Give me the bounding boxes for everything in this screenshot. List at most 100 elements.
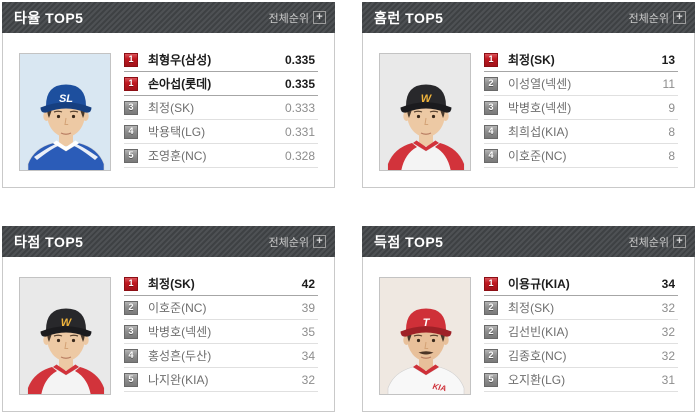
player-photo[interactable]: W — [19, 277, 111, 395]
stat-value: 42 — [301, 276, 315, 291]
panel-header: 타점 TOP5 전체순위 + — [2, 226, 335, 257]
stat-value: 32 — [301, 372, 315, 387]
ranking-row: 2 김종호(NC) 32 — [484, 344, 678, 368]
ranking-list: 1 최정(SK) 42 2 이호준(NC) 39 3 박병호(넥센) 35 4 홍성흔(두산) 34 5… — [124, 272, 318, 411]
stat-value: 8 — [668, 148, 675, 163]
rank-badge: 2 — [124, 300, 138, 315]
stat-value: 0.331 — [284, 124, 315, 139]
player-photo[interactable]: T KIA — [379, 277, 471, 395]
panel-home-runs: 홈런 TOP5 전체순위 + W 1 최정(SK — [362, 2, 695, 188]
rank-badge: 2 — [484, 348, 498, 363]
stat-value: 34 — [301, 348, 315, 363]
ranking-row: 1 최정(SK) 13 — [484, 48, 678, 72]
player-name-link[interactable]: 최희섭(KIA) — [508, 125, 569, 139]
all-rankings-label: 전체순위 — [268, 236, 309, 249]
player-name-link[interactable]: 조영훈(NC) — [148, 149, 207, 163]
rank-badge: 1 — [484, 276, 498, 291]
ranking-row: 1 최정(SK) 42 — [124, 272, 318, 296]
ranking-list: 1 최형우(삼성) 0.335 1 손아섭(롯데) 0.335 3 최정(SK) 0.333 4 박… — [124, 48, 318, 187]
player-name-link[interactable]: 최정(SK) — [508, 301, 555, 315]
rank-badge: 2 — [484, 300, 498, 315]
panel-header: 득점 TOP5 전체순위 + — [362, 226, 695, 257]
stat-value: 11 — [662, 76, 675, 91]
plus-icon: + — [313, 235, 326, 248]
player-name-link[interactable]: 이호준(NC) — [508, 149, 567, 163]
rank-badge: 5 — [124, 372, 138, 387]
ranking-row: 2 이호준(NC) 39 — [124, 296, 318, 320]
all-rankings-link[interactable]: 전체순위 + — [269, 234, 326, 250]
player-photo[interactable]: W — [379, 53, 471, 171]
all-rankings-link[interactable]: 전체순위 + — [629, 234, 686, 250]
rank-badge: 5 — [484, 372, 498, 387]
all-rankings-label: 전체순위 — [628, 236, 669, 249]
ranking-row: 1 이용규(KIA) 34 — [484, 272, 678, 296]
stat-value: 0.328 — [284, 148, 315, 163]
stat-value: 35 — [301, 324, 315, 339]
panel-body: T KIA 1 이용규(KIA) 34 2 최정(SK) 32 2 김선빈(KIA) 32 2 김종… — [362, 257, 695, 412]
stat-value: 9 — [668, 100, 675, 115]
player-photo-illustration: W — [380, 54, 470, 170]
svg-text:W: W — [61, 317, 73, 329]
all-rankings-label: 전체순위 — [268, 12, 309, 25]
ranking-row: 1 손아섭(롯데) 0.335 — [124, 72, 318, 96]
ranking-list: 1 최정(SK) 13 2 이성열(넥센) 11 3 박병호(넥센) 9 4 최희섭(KIA) 8 4 이… — [484, 48, 678, 187]
panel-rbi: 타점 TOP5 전체순위 + W 1 최정(SK — [2, 226, 335, 412]
panel-title: 타율 TOP5 — [14, 9, 84, 26]
player-name-link[interactable]: 최정(SK) — [148, 101, 195, 115]
all-rankings-label: 전체순위 — [628, 12, 669, 25]
player-name-link[interactable]: 최정(SK) — [148, 277, 195, 291]
all-rankings-link[interactable]: 전체순위 + — [629, 10, 686, 26]
stat-value: 39 — [301, 300, 315, 315]
rank-badge: 4 — [484, 148, 498, 163]
player-name-link[interactable]: 오지환(LG) — [508, 373, 566, 387]
rank-badge: 5 — [124, 148, 138, 163]
ranking-list: 1 이용규(KIA) 34 2 최정(SK) 32 2 김선빈(KIA) 32 2 김종호(NC) 3… — [484, 272, 678, 411]
plus-icon: + — [673, 235, 686, 248]
panel-runs-scored: 득점 TOP5 전체순위 + T KIA 1 이용 — [362, 226, 695, 412]
player-name-link[interactable]: 박병호(넥센) — [148, 325, 212, 339]
panel-header: 타율 TOP5 전체순위 + — [2, 2, 335, 33]
player-name-link[interactable]: 김선빈(KIA) — [508, 325, 569, 339]
player-name-link[interactable]: 홍성흔(두산) — [148, 349, 212, 363]
rank-badge: 4 — [484, 124, 498, 139]
player-name-link[interactable]: 이호준(NC) — [148, 301, 207, 315]
player-name-link[interactable]: 박용택(LG) — [148, 125, 206, 139]
rank-badge: 4 — [124, 124, 138, 139]
player-name-link[interactable]: 나지완(KIA) — [148, 373, 209, 387]
rank-badge: 2 — [484, 76, 498, 91]
rank-badge: 1 — [484, 52, 498, 67]
player-name-link[interactable]: 김종호(NC) — [508, 349, 567, 363]
svg-text:SL: SL — [59, 93, 73, 105]
player-name-link[interactable]: 손아섭(롯데) — [148, 77, 212, 91]
player-photo[interactable]: SL — [19, 53, 111, 171]
player-name-link[interactable]: 이용규(KIA) — [508, 277, 570, 291]
player-name-link[interactable]: 최정(SK) — [508, 53, 555, 67]
panel-title: 홈런 TOP5 — [374, 9, 444, 26]
player-name-link[interactable]: 박병호(넥센) — [508, 101, 572, 115]
player-photo-illustration: SL — [20, 54, 110, 170]
ranking-row: 5 오지환(LG) 31 — [484, 368, 678, 392]
player-photo-illustration: T KIA — [380, 278, 470, 394]
panel-body: W 1 최정(SK) 42 2 이호준(NC) 39 3 박병호(넥센) 35 4 홍성흔(두산) 3… — [2, 257, 335, 412]
ranking-row: 4 홍성흔(두산) 34 — [124, 344, 318, 368]
stat-value: 32 — [661, 300, 675, 315]
rank-badge: 1 — [124, 76, 138, 91]
svg-text:W: W — [421, 93, 433, 105]
ranking-row: 3 박병호(넥센) 35 — [124, 320, 318, 344]
player-name-link[interactable]: 최형우(삼성) — [148, 53, 212, 67]
all-rankings-link[interactable]: 전체순위 + — [269, 10, 326, 26]
player-name-link[interactable]: 이성열(넥센) — [508, 77, 572, 91]
ranking-row: 5 나지완(KIA) 32 — [124, 368, 318, 392]
ranking-row: 3 최정(SK) 0.333 — [124, 96, 318, 120]
panel-body: W 1 최정(SK) 13 2 이성열(넥센) 11 3 박병호(넥센) 9 4 최희섭(KIA) 8… — [362, 33, 695, 188]
svg-text:T: T — [423, 317, 431, 329]
svg-text:KIA: KIA — [432, 382, 447, 393]
rank-badge: 3 — [484, 100, 498, 115]
plus-icon: + — [313, 11, 326, 24]
rank-badge: 3 — [124, 100, 138, 115]
stat-value: 0.335 — [284, 76, 315, 91]
stat-value: 13 — [661, 52, 675, 67]
panel-title: 타점 TOP5 — [14, 233, 84, 250]
ranking-row: 2 최정(SK) 32 — [484, 296, 678, 320]
